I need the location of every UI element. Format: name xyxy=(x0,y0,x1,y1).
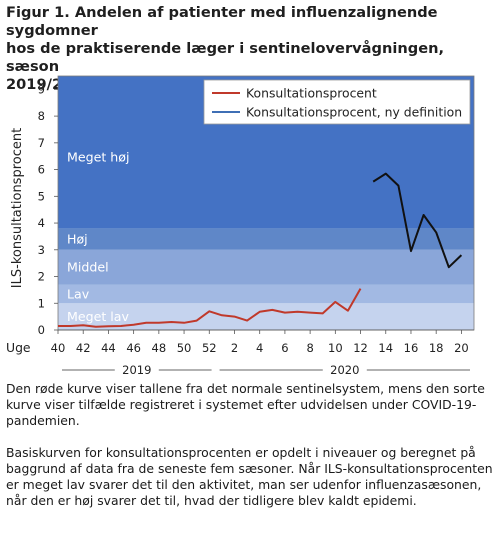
level-band-2 xyxy=(58,249,474,285)
x-tick-label-11: 10 xyxy=(328,341,343,355)
y-tick-label-3: 3 xyxy=(38,243,45,257)
x-tick-label-6: 52 xyxy=(202,341,217,355)
x-tick-label-13: 14 xyxy=(378,341,393,355)
x-tick-label-14: 16 xyxy=(404,341,419,355)
title-line-3: 2019/20 xyxy=(6,76,73,93)
figure-title: Figur 1. Andelen af patienter med influe… xyxy=(6,4,494,94)
y-tick-label-0: 0 xyxy=(38,323,45,337)
series-line-1 xyxy=(372,172,463,269)
x-tick-label-7: 2 xyxy=(231,341,238,355)
series-line-0 xyxy=(58,288,362,328)
y-tick-label-7: 7 xyxy=(38,136,45,150)
caption-paragraph-1: Den røde kurve viser tallene fra det nor… xyxy=(6,381,485,428)
x-tick-label-0: 40 xyxy=(51,341,66,355)
y-axis-label: ILS-konsultationsprocent xyxy=(10,128,25,288)
legend-label-1: Konsultationsprocent, ny definition xyxy=(246,105,462,120)
level-bands xyxy=(57,75,475,331)
level-band-1 xyxy=(58,284,474,304)
x-tick-label-3: 46 xyxy=(126,341,141,355)
y-tick-label-6: 6 xyxy=(38,163,45,177)
x-tick-label-10: 8 xyxy=(306,341,313,355)
x-tick-label-4: 48 xyxy=(152,341,167,355)
x-axis-label: Uge xyxy=(6,340,31,355)
x-tick-label-16: 20 xyxy=(454,341,469,355)
x-tick-label-8: 4 xyxy=(256,341,263,355)
x-tick-label-5: 50 xyxy=(177,341,192,355)
level-label-2: Middel xyxy=(67,260,109,275)
level-label-3: Høj xyxy=(67,232,88,247)
level-band-labels: Meget lav Lav Middel Høj Meget høj xyxy=(67,150,130,325)
y-tick-label-4: 4 xyxy=(38,216,45,230)
x-tick-label-2: 44 xyxy=(101,341,116,355)
level-label-4: Meget høj xyxy=(67,150,129,165)
legend-label-0: Konsultationsprocent xyxy=(246,86,377,101)
caption-paragraph-2: Basiskurven for konsultationsprocenten e… xyxy=(6,445,493,508)
title-line-2: hos de praktiserende læger i sentinelove… xyxy=(6,40,445,75)
y-tick-label-1: 1 xyxy=(38,296,45,310)
y-tick-label-8: 8 xyxy=(38,109,45,123)
level-label-1: Lav xyxy=(67,286,90,301)
level-label-0: Meget lav xyxy=(67,309,130,324)
year-labels: 2019 2020 xyxy=(62,363,470,377)
y-tick-label-2: 2 xyxy=(38,270,45,284)
year-label-0: 2019 xyxy=(122,363,151,377)
x-tick-label-12: 12 xyxy=(353,341,368,355)
x-axis: 40 42 44 46 48 50 52 2 4 6 8 10 12 14 16 18 20 xyxy=(51,329,474,355)
x-tick-label-9: 6 xyxy=(281,341,288,355)
x-tick-label-15: 18 xyxy=(429,341,444,355)
series-lines xyxy=(58,172,463,328)
legend: Konsultationsprocent Konsultationsprocent… xyxy=(203,79,471,125)
x-tick-label-1: 42 xyxy=(76,341,91,355)
y-axis: 0 1 2 3 4 5 6 7 8 9 xyxy=(38,82,58,337)
title-line-1: Figur 1. Andelen af patienter med influe… xyxy=(6,4,438,39)
y-tick-label-9: 9 xyxy=(38,82,45,96)
year-label-1: 2020 xyxy=(330,363,359,377)
y-tick-label-5: 5 xyxy=(38,189,45,203)
legend-box xyxy=(203,79,471,125)
level-band-3 xyxy=(58,228,474,250)
